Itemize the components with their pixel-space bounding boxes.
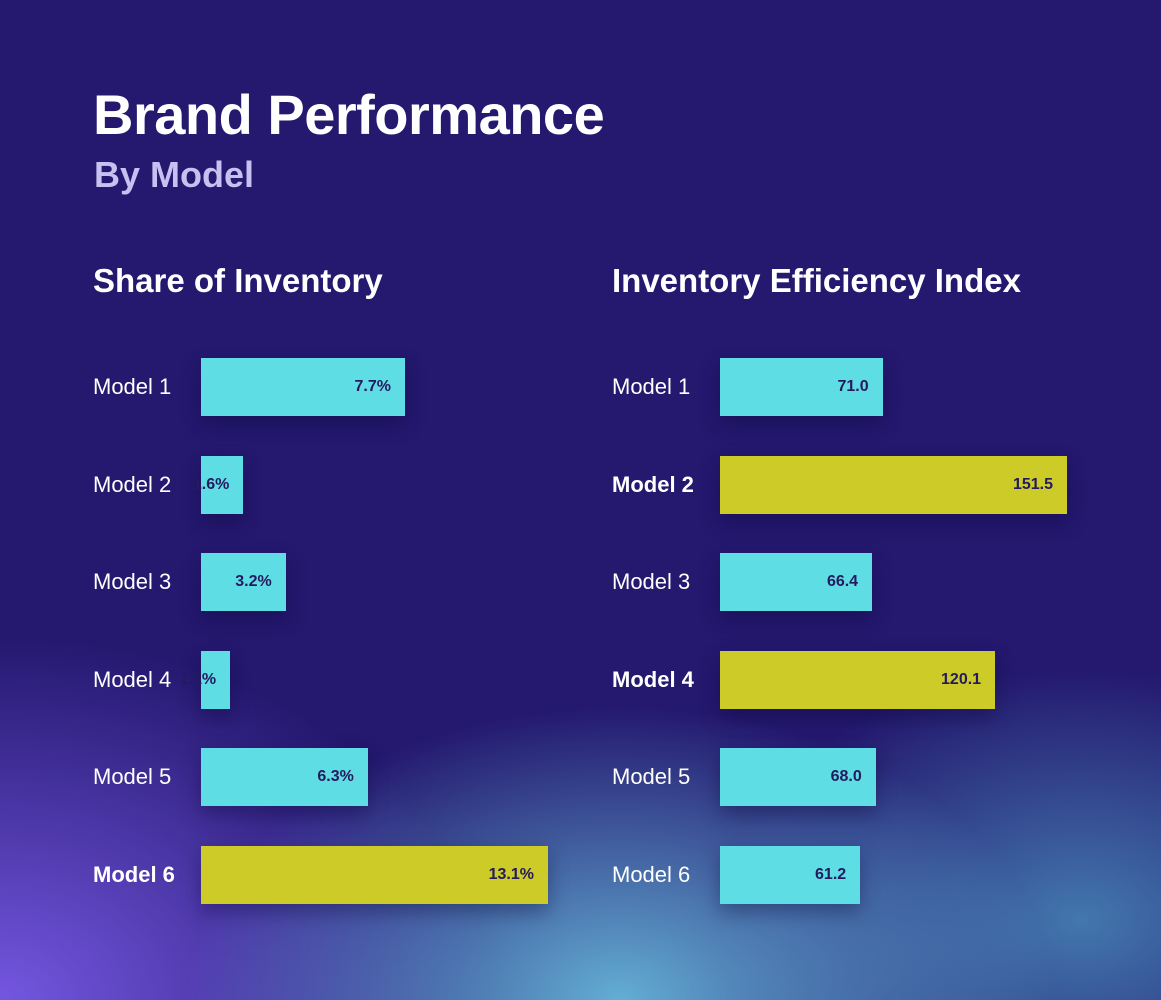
share-bar-4 bbox=[201, 650, 231, 709]
efficiency-value-label-1: 71.0 bbox=[837, 378, 869, 395]
efficiency-bar-3 bbox=[720, 553, 873, 611]
share-bar-5 bbox=[201, 748, 368, 806]
page-title: Brand Performance bbox=[93, 83, 605, 146]
share-category-label-3: Model 3 bbox=[93, 569, 172, 594]
efficiency-value-label-2: 151.5 bbox=[1012, 475, 1053, 493]
efficiency-value-label-6: 61.2 bbox=[815, 865, 847, 883]
share-bar-2 bbox=[201, 455, 244, 514]
share-category-label-2: Model 2 bbox=[93, 471, 172, 497]
efficiency-bar-2 bbox=[720, 455, 1067, 514]
efficiency-category-label-2: Model 2 bbox=[612, 471, 694, 497]
share-category-label-4: Model 4 bbox=[93, 666, 172, 692]
share-value-label-5: 6.3% bbox=[317, 768, 354, 785]
efficiency-bar-5 bbox=[720, 748, 876, 806]
efficiency-category-label-6: Model 6 bbox=[612, 861, 691, 887]
inventory-efficiency-chart: Model 1 71.0 Model 2 151.5 Model 3 66.4 Model … bbox=[612, 330, 1112, 930]
share-of-inventory-chart: Model 1 7.7% Model 2 1.6% Model 3 3.2% Model 4… bbox=[93, 330, 593, 930]
share-value-label-3: 3.2% bbox=[235, 573, 272, 590]
efficiency-value-label-3: 66.4 bbox=[826, 573, 859, 590]
share-value-label-6: 13.1% bbox=[488, 865, 534, 883]
share-bar-3 bbox=[201, 553, 286, 611]
share-value-label-2: 1.6% bbox=[192, 475, 230, 493]
share-value-label-1: 7.7% bbox=[354, 378, 391, 395]
efficiency-category-label-1: Model 1 bbox=[612, 374, 691, 399]
share-category-label-6: Model 6 bbox=[93, 861, 175, 887]
inventory-efficiency-title: Inventory Efficiency Index bbox=[612, 262, 1021, 299]
efficiency-value-label-4: 120.1 bbox=[941, 670, 982, 688]
efficiency-bar-4 bbox=[720, 650, 996, 709]
share-value-label-4: 1.1% bbox=[179, 670, 217, 688]
share-category-label-5: Model 5 bbox=[93, 764, 172, 789]
efficiency-bar-1 bbox=[720, 358, 883, 416]
efficiency-category-label-3: Model 3 bbox=[612, 569, 691, 594]
efficiency-bar-6 bbox=[720, 845, 861, 904]
share-of-inventory-title: Share of Inventory bbox=[93, 262, 383, 299]
page-subtitle: By Model bbox=[94, 154, 255, 195]
share-category-label-1: Model 1 bbox=[93, 374, 172, 399]
efficiency-category-label-4: Model 4 bbox=[612, 666, 694, 692]
efficiency-value-label-5: 68.0 bbox=[830, 768, 862, 785]
efficiency-category-label-5: Model 5 bbox=[612, 764, 691, 789]
share-bar-1 bbox=[201, 358, 405, 416]
share-bar-6 bbox=[201, 845, 548, 904]
